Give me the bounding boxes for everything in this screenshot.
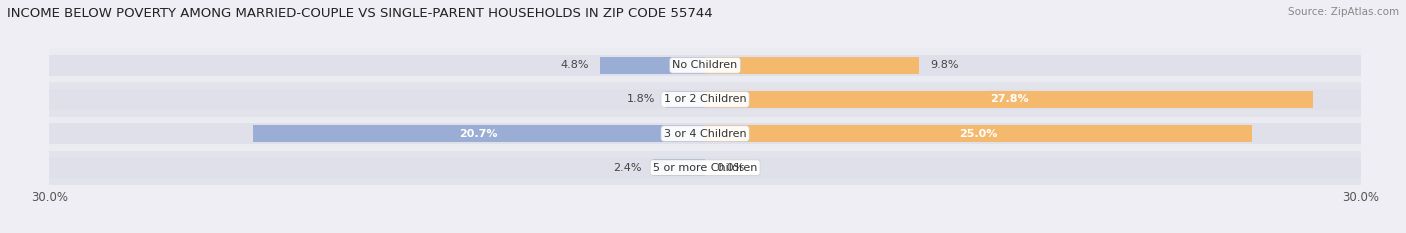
- Bar: [49, 116, 1361, 151]
- Text: 5 or more Children: 5 or more Children: [652, 163, 758, 173]
- Bar: [666, 91, 706, 108]
- Bar: [49, 48, 1361, 82]
- Bar: [706, 157, 1361, 178]
- Text: No Children: No Children: [672, 60, 738, 70]
- Text: 20.7%: 20.7%: [460, 129, 498, 139]
- Text: 0.0%: 0.0%: [716, 163, 744, 173]
- Bar: [49, 55, 706, 76]
- Bar: [706, 125, 1251, 142]
- Bar: [706, 91, 1313, 108]
- Bar: [49, 123, 706, 144]
- Text: 3 or 4 Children: 3 or 4 Children: [664, 129, 747, 139]
- Text: 2.4%: 2.4%: [613, 163, 641, 173]
- Bar: [706, 89, 1361, 110]
- Legend: Married Couples, Single Parents: Married Couples, Single Parents: [576, 231, 834, 233]
- Bar: [706, 123, 1361, 144]
- Bar: [49, 151, 1361, 185]
- Text: 1.8%: 1.8%: [627, 94, 655, 104]
- Text: Source: ZipAtlas.com: Source: ZipAtlas.com: [1288, 7, 1399, 17]
- Bar: [49, 82, 1361, 116]
- Bar: [706, 57, 920, 74]
- Bar: [652, 159, 706, 176]
- Text: 9.8%: 9.8%: [931, 60, 959, 70]
- Text: 27.8%: 27.8%: [990, 94, 1028, 104]
- Bar: [706, 55, 1361, 76]
- Text: 4.8%: 4.8%: [561, 60, 589, 70]
- Bar: [49, 157, 706, 178]
- Bar: [600, 57, 706, 74]
- Text: 25.0%: 25.0%: [959, 129, 998, 139]
- Text: 1 or 2 Children: 1 or 2 Children: [664, 94, 747, 104]
- Bar: [49, 89, 706, 110]
- Text: INCOME BELOW POVERTY AMONG MARRIED-COUPLE VS SINGLE-PARENT HOUSEHOLDS IN ZIP COD: INCOME BELOW POVERTY AMONG MARRIED-COUPL…: [7, 7, 713, 20]
- Bar: [253, 125, 706, 142]
